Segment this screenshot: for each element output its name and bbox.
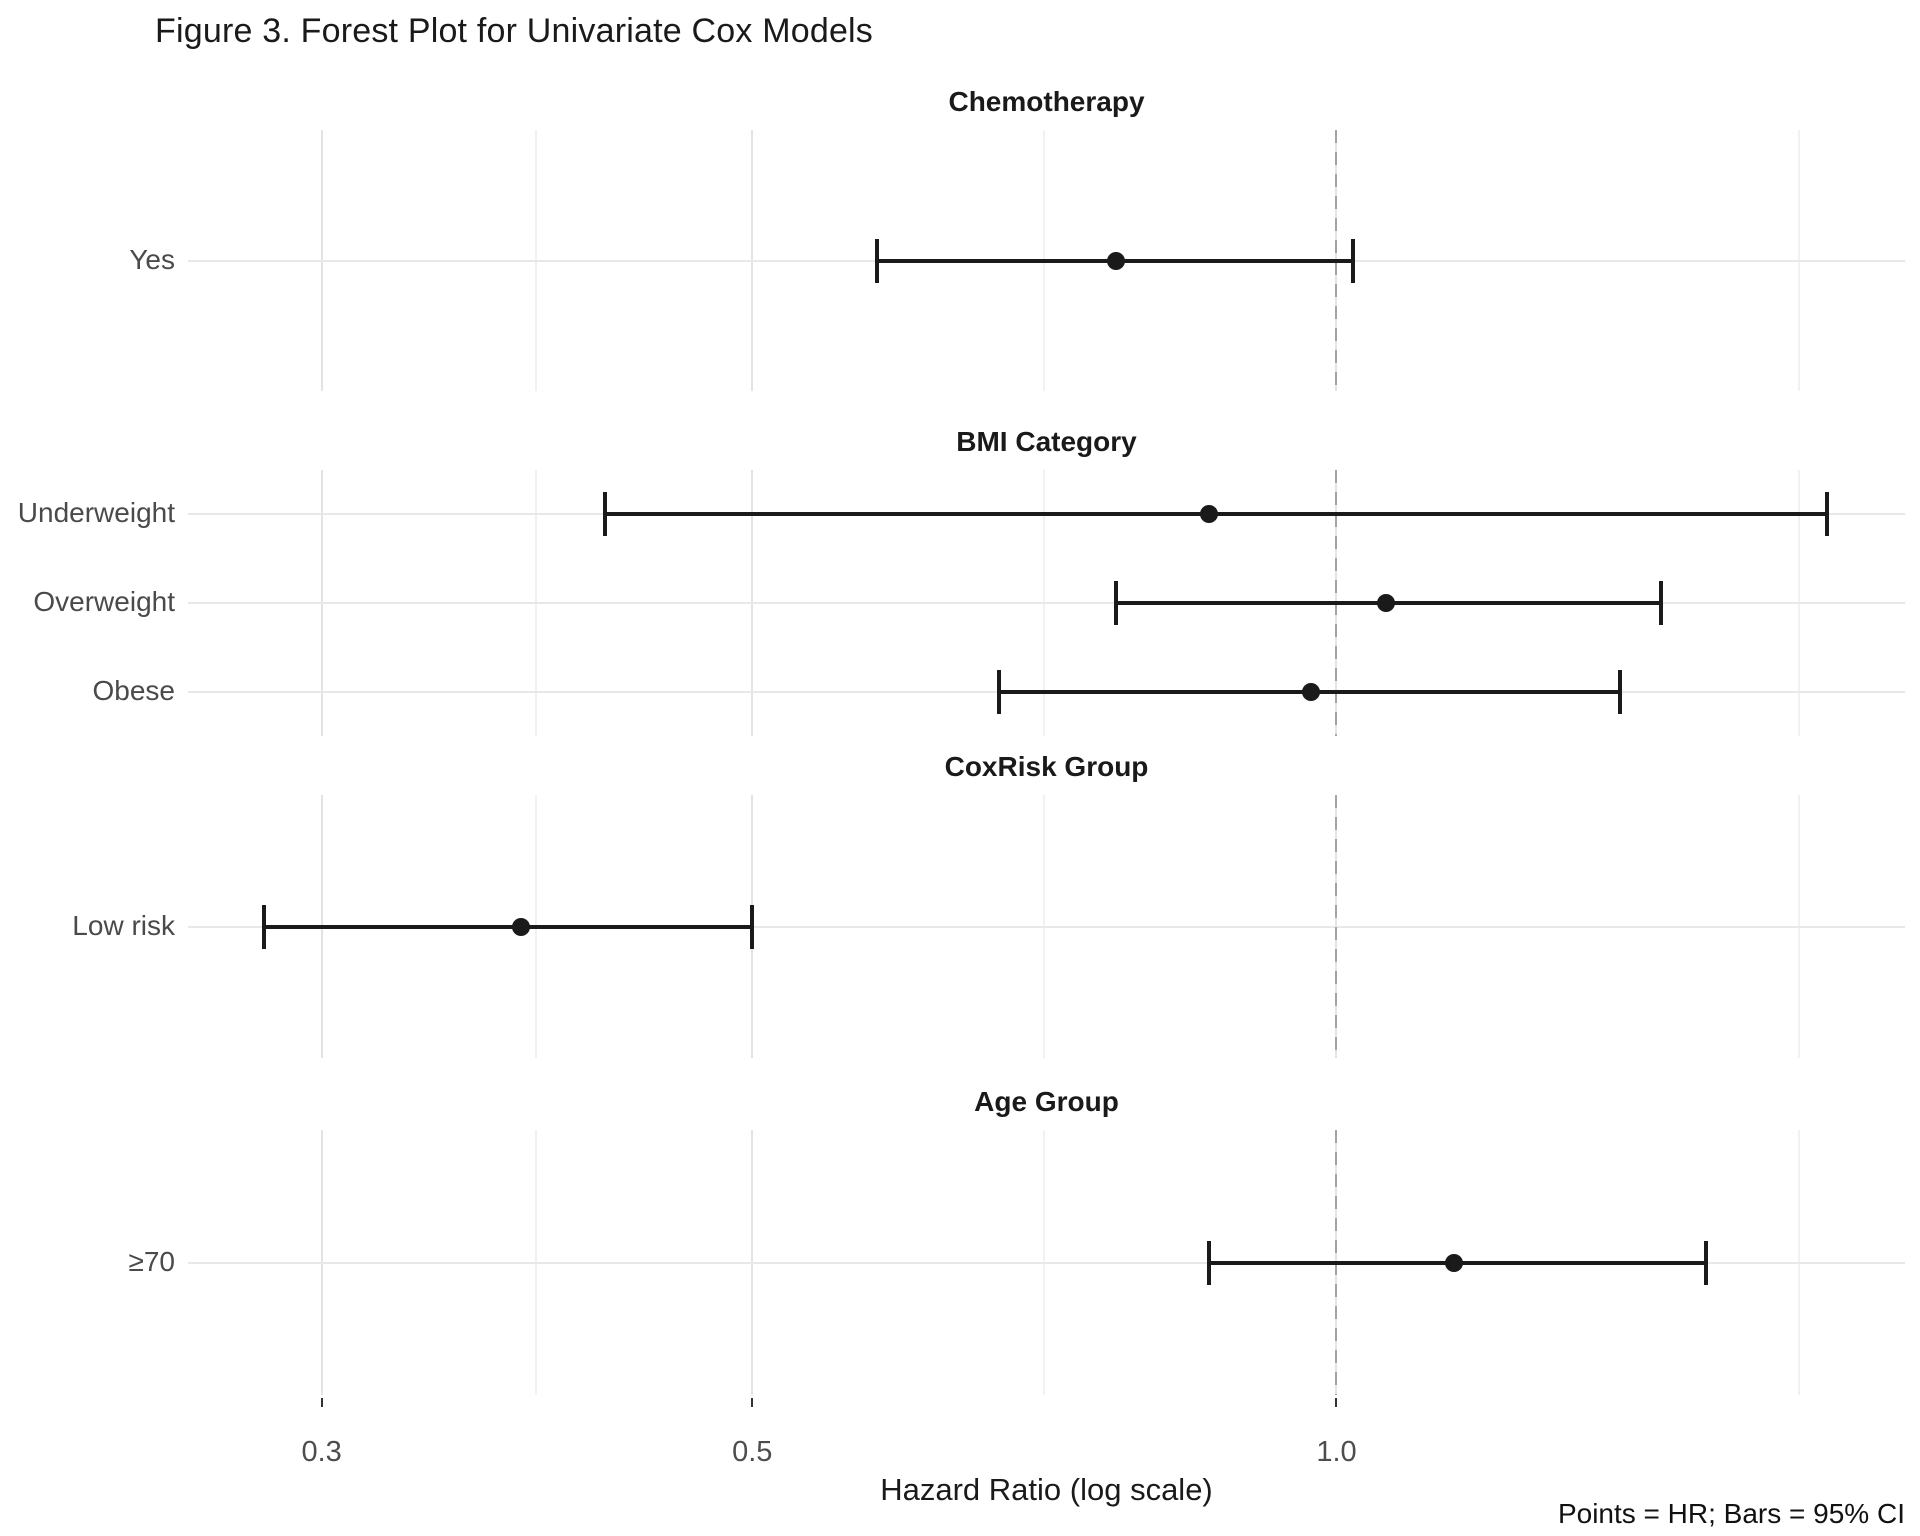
x-tick-mark xyxy=(320,1398,323,1407)
row-label-70: ≥70 xyxy=(128,1246,175,1277)
row-label-yes: Yes xyxy=(129,244,175,275)
point-estimate xyxy=(1301,683,1320,701)
ci-cap-low xyxy=(1207,1241,1212,1285)
point-estimate xyxy=(1107,252,1126,270)
facet-title-chemotherapy: Chemotherapy xyxy=(948,86,1145,117)
row-gridline xyxy=(188,926,1905,928)
point-estimate xyxy=(1200,505,1219,523)
ci-cap-high xyxy=(1825,492,1830,536)
ci-bar xyxy=(263,925,753,929)
x-tick-label: 1.0 xyxy=(1316,1436,1357,1468)
point-estimate xyxy=(511,918,530,936)
figure-title: Figure 3. Forest Plot for Univariate Cox… xyxy=(155,12,874,50)
row-gridline xyxy=(188,1262,1905,1264)
ci-cap-high xyxy=(1618,670,1623,714)
x-tick-mark xyxy=(751,1398,754,1407)
row-label-overweight: Overweight xyxy=(33,586,175,617)
x-tick-label: 0.5 xyxy=(732,1436,773,1468)
facet-panel-chemotherapy xyxy=(188,130,1905,391)
facet-panel-bmi-category xyxy=(188,470,1905,736)
plot-footnote: Points = HR; Bars = 95% CI xyxy=(1557,1498,1905,1529)
row-label-low-risk: Low risk xyxy=(72,910,175,941)
x-tick-mark xyxy=(1335,1398,1338,1407)
ci-cap-high xyxy=(1351,239,1356,283)
ci-cap-high xyxy=(1703,1241,1708,1285)
ci-cap-low xyxy=(1114,581,1119,625)
x-axis-title: Hazard Ratio (log scale) xyxy=(880,1472,1213,1507)
ci-cap-low xyxy=(996,670,1001,714)
ci-cap-high xyxy=(1659,581,1664,625)
x-tick-label: 0.3 xyxy=(301,1436,342,1468)
ci-cap-low xyxy=(603,492,608,536)
facet-title-bmi-category: BMI Category xyxy=(956,426,1137,457)
ci-cap-high xyxy=(750,905,755,949)
row-label-underweight: Underweight xyxy=(17,497,175,528)
row-label-obese: Obese xyxy=(92,675,176,706)
ci-cap-low xyxy=(261,905,266,949)
facet-panel-coxrisk-group xyxy=(188,795,1905,1058)
point-estimate xyxy=(1445,1254,1464,1272)
facet-title-age-group: Age Group xyxy=(974,1086,1119,1117)
row-gridline xyxy=(188,602,1905,604)
facet-panel-age-group xyxy=(188,1130,1905,1395)
reference-line xyxy=(1335,795,1338,1058)
facet-title-coxrisk-group: CoxRisk Group xyxy=(944,751,1149,782)
point-estimate xyxy=(1376,594,1395,612)
ci-cap-low xyxy=(875,239,880,283)
